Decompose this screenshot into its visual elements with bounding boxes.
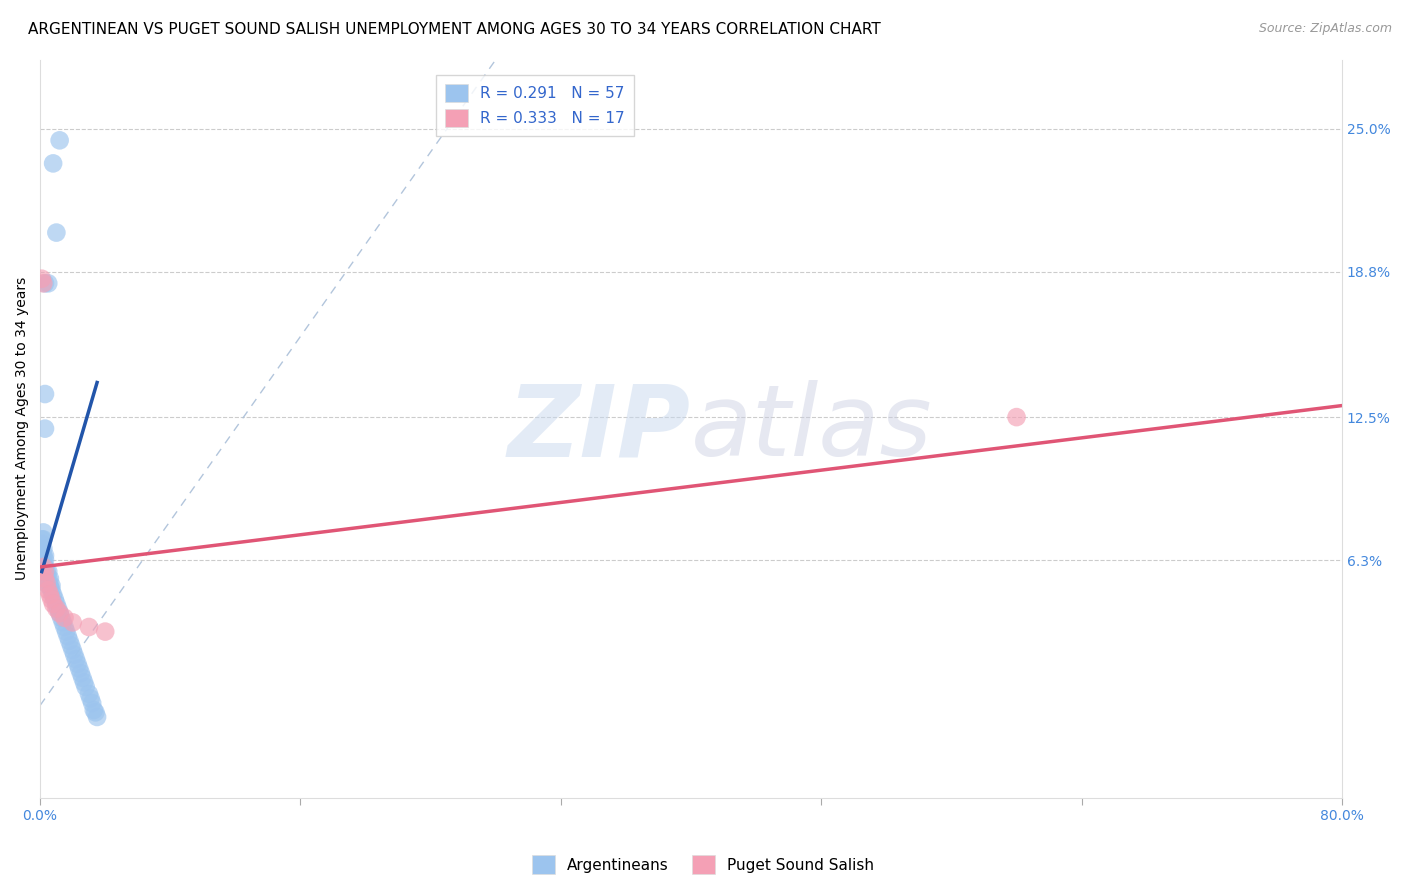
Point (52, 615, 75, 630)
Point (34, 560, 56, 574)
Point (42, 588, 65, 602)
Point (44, 592, 66, 607)
Point (72, 671, 94, 685)
Point (79, 691, 101, 706)
Point (48, 133, 70, 147)
Point (32, 541, 55, 556)
Point (86, 710, 108, 724)
Point (53, 611, 76, 625)
Point (83, 703, 105, 717)
Legend: R = 0.291   N = 57, R = 0.333   N = 17: R = 0.291 N = 57, R = 0.333 N = 17 (436, 75, 634, 136)
Point (35, 576, 58, 591)
Point (45, 601, 67, 615)
Text: Source: ZipAtlas.com: Source: ZipAtlas.com (1258, 22, 1392, 36)
Point (63, 648, 86, 662)
Point (94, 624, 117, 639)
Point (35, 572, 58, 586)
Point (60, 639, 83, 653)
Point (38, 578, 60, 592)
Point (45, 597, 67, 611)
Point (38, 572, 60, 586)
Point (31, 271, 53, 285)
Point (51, 611, 73, 625)
Point (66, 657, 89, 671)
Point (35, 565, 58, 579)
Point (46, 601, 69, 615)
Point (41, 592, 63, 607)
Point (34, 549, 56, 563)
Point (41, 578, 63, 592)
Text: atlas: atlas (692, 380, 932, 477)
Point (62, 615, 84, 630)
Point (41, 583, 63, 598)
Point (77, 620, 100, 634)
Text: ZIP: ZIP (508, 380, 692, 477)
Y-axis label: Unemployment Among Ages 30 to 34 years: Unemployment Among Ages 30 to 34 years (15, 277, 30, 581)
Point (48, 606, 70, 620)
Point (42, 156, 65, 170)
Point (38, 588, 60, 602)
Point (37, 277, 59, 291)
Point (67, 661, 90, 675)
Point (56, 629, 79, 643)
Point (31, 541, 53, 556)
Point (53, 620, 76, 634)
Point (34, 277, 56, 291)
Point (62, 643, 84, 657)
Point (31, 549, 53, 563)
Point (37, 565, 59, 579)
Point (32, 277, 55, 291)
Point (34, 565, 56, 579)
Point (73, 675, 96, 690)
Legend: Argentineans, Puget Sound Salish: Argentineans, Puget Sound Salish (526, 849, 880, 880)
Point (77, 687, 100, 701)
Point (34, 572, 56, 586)
Point (32, 549, 55, 563)
Point (45, 226, 67, 240)
Point (32, 533, 55, 547)
Point (32, 556, 55, 570)
Point (55, 624, 77, 639)
Point (34, 553, 56, 567)
Point (34, 387, 56, 401)
Point (32, 525, 55, 540)
Point (31, 556, 53, 570)
Point (37, 578, 59, 592)
Point (31, 533, 53, 547)
Point (75, 680, 97, 694)
Text: ARGENTINEAN VS PUGET SOUND SALISH UNEMPLOYMENT AMONG AGES 30 TO 34 YEARS CORRELA: ARGENTINEAN VS PUGET SOUND SALISH UNEMPL… (28, 22, 882, 37)
Point (34, 422, 56, 436)
Point (32, 560, 55, 574)
Point (58, 633, 80, 648)
Point (42, 597, 65, 611)
Point (37, 583, 59, 598)
Point (1005, 410, 1028, 425)
Point (65, 652, 87, 666)
Point (31, 537, 53, 551)
Point (82, 696, 104, 710)
Point (69, 666, 91, 681)
Point (37, 572, 59, 586)
Point (84, 706, 107, 720)
Point (31, 560, 53, 574)
Point (48, 606, 70, 620)
